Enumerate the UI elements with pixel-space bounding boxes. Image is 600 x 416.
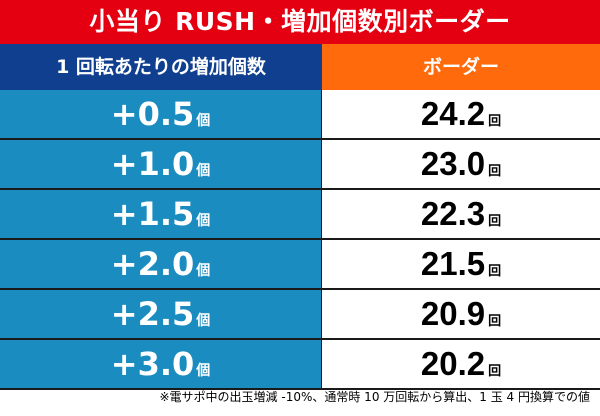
increase-cell: +2.5 個 (0, 290, 322, 338)
increase-unit: 個 (196, 113, 211, 129)
header-increase-per-spin: 1 回転あたりの増加個数 (0, 44, 322, 90)
increase-cell: +3.0 個 (0, 340, 322, 388)
border-unit: 回 (488, 264, 502, 279)
border-cell: 21.5 回 (322, 240, 600, 288)
increase-unit: 個 (196, 363, 211, 379)
table-row: +3.0 個 20.2 回 (0, 340, 600, 390)
table-row: +1.5 個 22.3 回 (0, 190, 600, 240)
table-row: +0.5 個 24.2 回 (0, 90, 600, 140)
border-value: 20.2 (420, 345, 486, 382)
border-cell: 24.2 回 (322, 90, 600, 138)
increase-value: +3.0 (110, 345, 195, 383)
increase-unit: 個 (196, 313, 211, 329)
border-value: 22.3 (420, 195, 486, 232)
table-row: +2.5 個 20.9 回 (0, 290, 600, 340)
border-value: 24.2 (420, 95, 486, 132)
increase-unit: 個 (196, 263, 211, 279)
border-unit: 回 (488, 164, 502, 179)
footnote: ※電サポ中の出玉増減 -10%、通常時 10 万回転から算出、1 玉 4 円換算… (159, 390, 591, 404)
increase-unit: 個 (196, 163, 211, 179)
border-value: 21.5 (420, 245, 486, 282)
border-value: 23.0 (420, 145, 486, 182)
header-border: ボーダー (322, 44, 600, 90)
increase-value: +1.0 (110, 145, 195, 183)
increase-value: +1.5 (110, 195, 195, 233)
increase-value: +2.0 (110, 245, 195, 283)
border-cell: 23.0 回 (322, 140, 600, 188)
increase-cell: +0.5 個 (0, 90, 322, 138)
border-table: +0.5 個 24.2 回 +1.0 個 23.0 回 +1.5 個 22.3 回 +2 (0, 90, 600, 390)
border-unit: 回 (488, 364, 502, 379)
increase-cell: +1.0 個 (0, 140, 322, 188)
border-cell: 20.9 回 (322, 290, 600, 338)
border-unit: 回 (488, 314, 502, 329)
border-cell: 20.2 回 (322, 340, 600, 388)
border-value: 20.9 (420, 295, 486, 332)
table-row: +2.0 個 21.5 回 (0, 240, 600, 290)
increase-value: +2.5 (110, 295, 195, 333)
border-unit: 回 (488, 114, 502, 129)
table-row: +1.0 個 23.0 回 (0, 140, 600, 190)
increase-unit: 個 (196, 213, 211, 229)
border-cell: 22.3 回 (322, 190, 600, 238)
table-title: 小当り RUSH・増加個数別ボーダー (0, 0, 600, 44)
border-unit: 回 (488, 214, 502, 229)
increase-cell: +2.0 個 (0, 240, 322, 288)
increase-cell: +1.5 個 (0, 190, 322, 238)
increase-value: +0.5 (110, 95, 195, 133)
